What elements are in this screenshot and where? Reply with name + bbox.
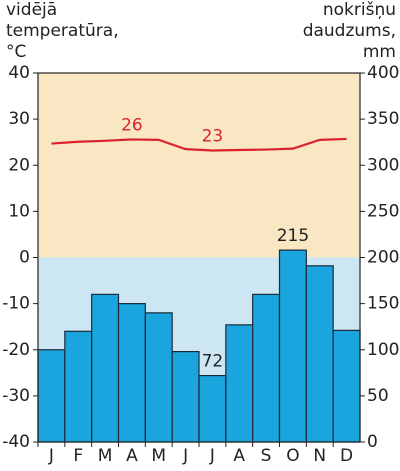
x-tick-label: M — [151, 446, 166, 466]
data-label: 215 — [277, 226, 309, 246]
y-axis-label: vidējā — [6, 0, 57, 20]
y2-tick-label: 0 — [367, 432, 378, 452]
bar — [91, 293, 120, 443]
warm-background — [38, 73, 360, 258]
x-tick-label: J — [182, 446, 188, 466]
y2-tick-label: 150 — [367, 294, 399, 314]
x-tick-label: M — [98, 446, 113, 466]
bar — [37, 349, 66, 443]
y2-tick-label: 50 — [367, 386, 389, 406]
y2-tick-label: 300 — [367, 155, 399, 175]
bar — [64, 330, 93, 443]
y-tick-label: -40 — [2, 432, 30, 452]
y-axis-label: temperatūra, — [6, 21, 119, 41]
y2-tick-label: 400 — [367, 63, 399, 83]
data-label: 72 — [202, 352, 224, 372]
bar — [252, 293, 281, 443]
x-tick-label: J — [48, 446, 54, 466]
bar — [278, 249, 307, 443]
bar — [171, 350, 200, 443]
y-tick-label: -20 — [2, 340, 30, 360]
y2-tick-label: 350 — [367, 109, 399, 129]
bar — [144, 312, 173, 443]
y2-tick-label: 200 — [367, 248, 399, 268]
x-tick-label: F — [73, 446, 83, 466]
x-tick-label: A — [233, 446, 245, 466]
y2-axis-label: mm — [363, 42, 396, 62]
y2-axis-label: daudzums, — [303, 21, 396, 41]
y2-tick-label: 250 — [367, 201, 399, 221]
y2-axis-label: nokrišņu — [323, 0, 396, 20]
y-tick-label: 40 — [8, 63, 30, 83]
y2-tick-label: 100 — [367, 340, 399, 360]
y-tick-label: -30 — [2, 386, 30, 406]
x-tick-label: A — [126, 446, 138, 466]
bar — [305, 265, 334, 443]
bar — [332, 329, 361, 443]
x-tick-label: N — [313, 446, 326, 466]
y-axis-label: °C — [6, 42, 26, 62]
temperature-line — [51, 137, 347, 152]
data-label: 26 — [121, 115, 143, 135]
x-tick-label: S — [261, 446, 272, 466]
x-tick-label: J — [209, 446, 215, 466]
bar — [225, 324, 254, 443]
x-tick-label: D — [340, 446, 353, 466]
y-tick-label: -10 — [2, 294, 30, 314]
y-tick-label: 30 — [8, 109, 30, 129]
y-tick-label: 0 — [19, 248, 30, 268]
y-tick-label: 20 — [8, 155, 30, 175]
bar — [198, 374, 227, 443]
data-label: 23 — [202, 126, 224, 146]
x-tick-label: O — [286, 446, 299, 466]
bar — [117, 303, 146, 443]
y-tick-label: 10 — [8, 201, 30, 221]
